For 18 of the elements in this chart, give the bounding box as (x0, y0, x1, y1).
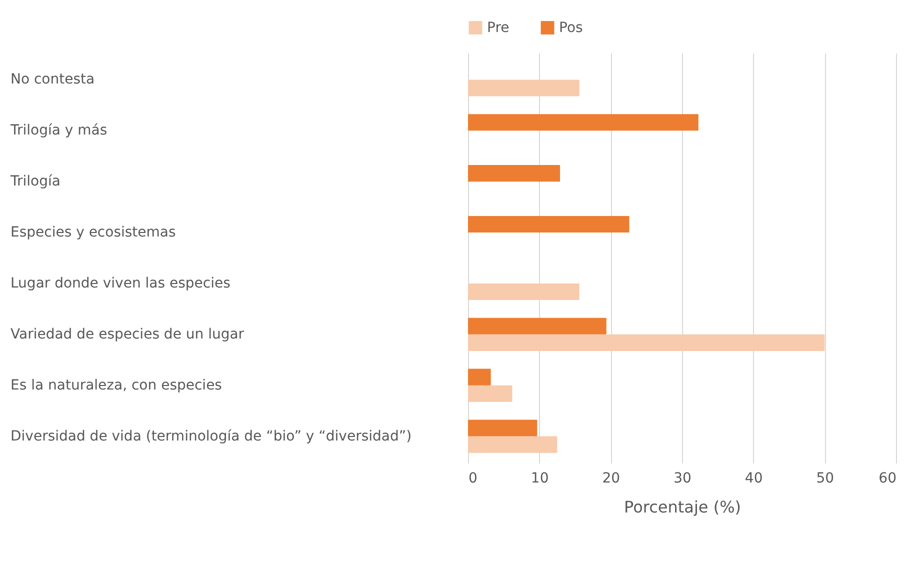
legend-label: Pre (487, 20, 510, 36)
y-tick-label: Especies y ecosistemas (10, 224, 176, 241)
y-tick-label: Diversidad de vida (terminología de “bio” y “diversidad”) (10, 428, 412, 444)
y-tick-label: Es la naturaleza, con especies (10, 377, 222, 394)
x-tick-label: 40 (744, 470, 763, 486)
x-tick-label: 50 (816, 470, 834, 486)
y-tick-label: Lugar donde viven las especies (10, 275, 230, 292)
x-tick-label: 0 (468, 470, 478, 486)
y-tick-label: Trilogía (10, 174, 60, 190)
y-tick-label: Variedad de especies de un lugar (10, 326, 244, 342)
x-tick-label: 30 (674, 470, 692, 486)
y-tick-label: Trilogía y más (10, 122, 108, 139)
y-tick-label: No contesta (10, 72, 95, 88)
x-tick-label: 20 (602, 470, 620, 486)
x-tick-label: 60 (878, 470, 896, 486)
legend-label: Pos (559, 20, 583, 36)
x-tick-label: 10 (530, 470, 549, 486)
x-axis-title: Porcentaje (%) (624, 498, 742, 516)
